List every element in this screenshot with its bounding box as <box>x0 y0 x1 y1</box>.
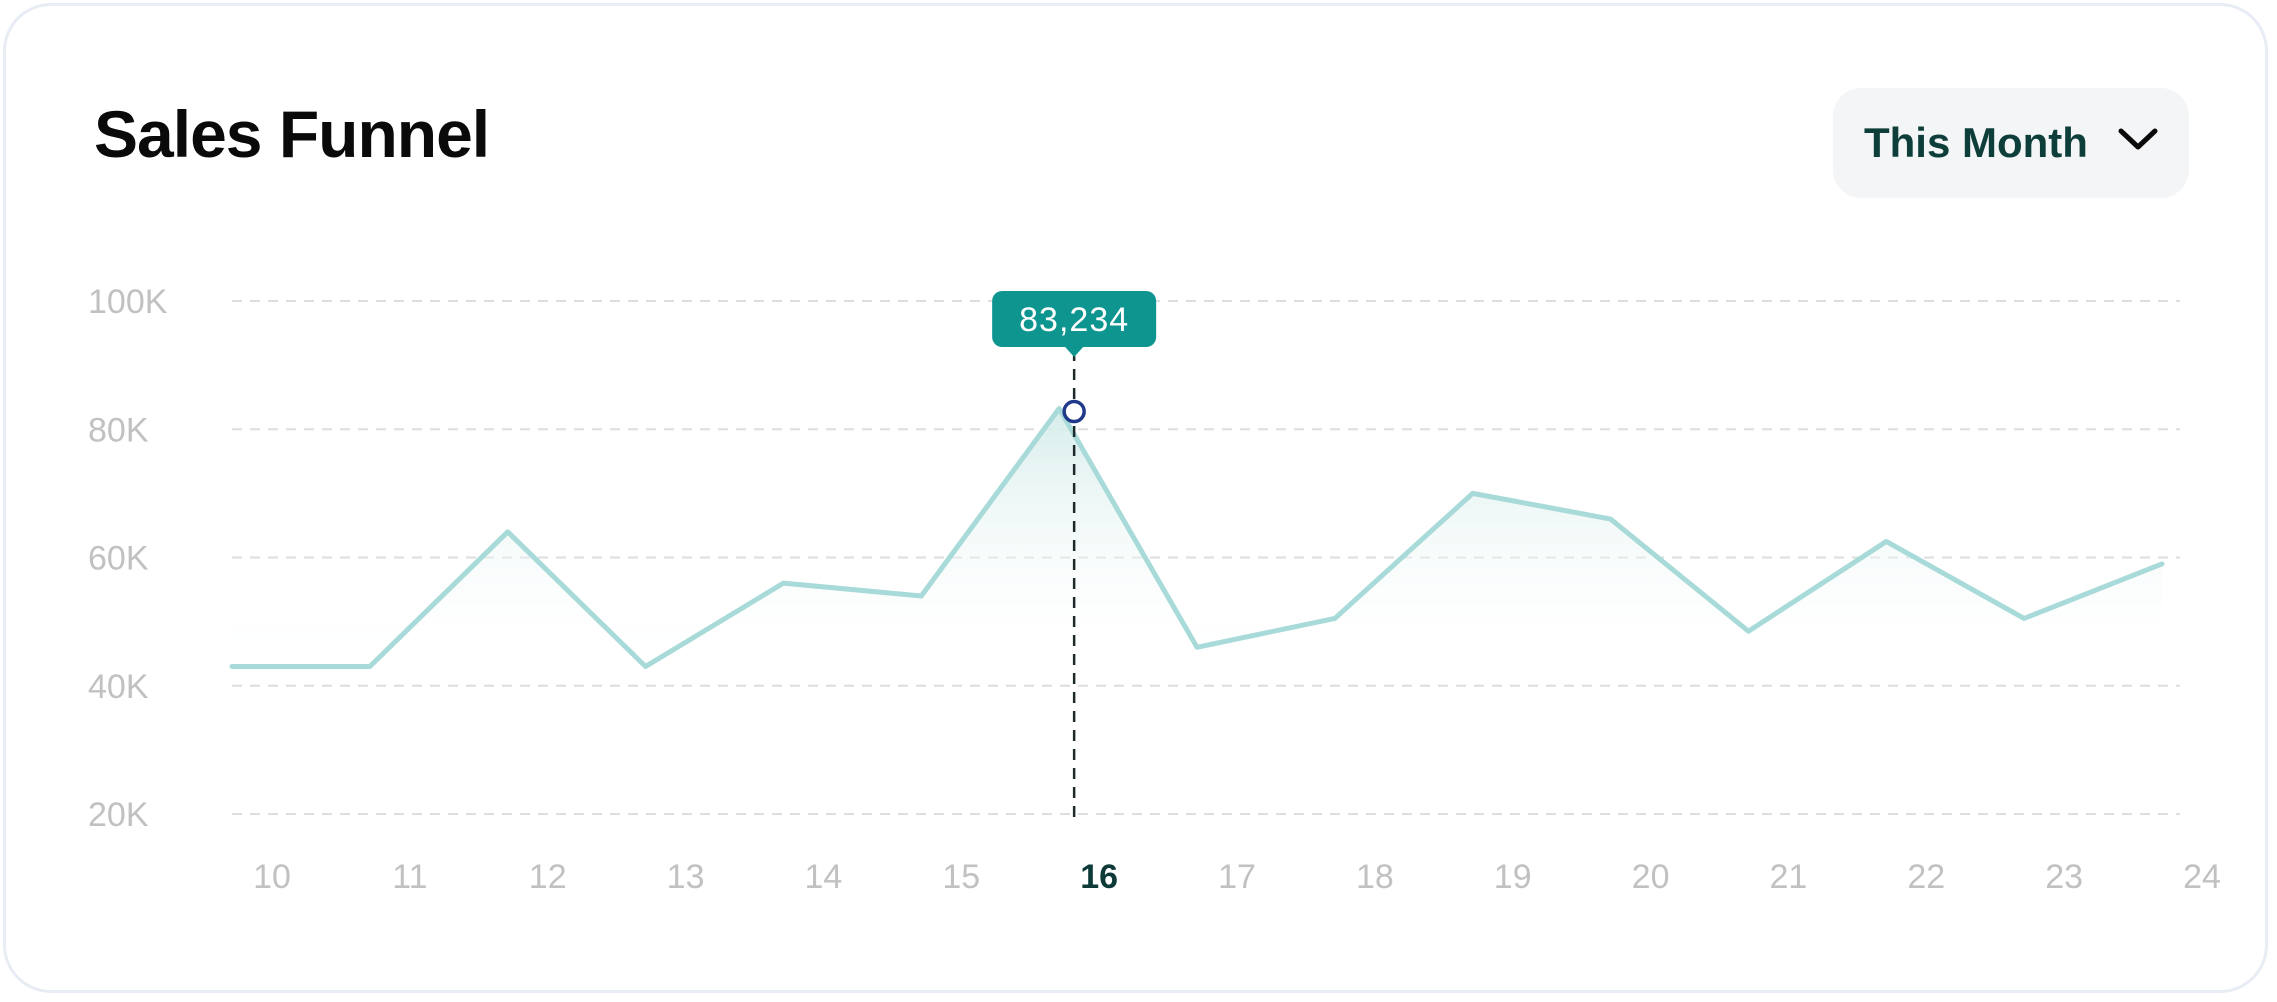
x-tick-label: 20 <box>1632 858 1670 896</box>
period-dropdown[interactable]: This Month <box>1833 88 2189 198</box>
tooltip-box <box>992 291 1157 347</box>
series-area <box>232 408 2162 667</box>
y-tick-label: 100K <box>88 283 168 321</box>
x-tick-label: 12 <box>529 858 567 896</box>
x-tick-label: 19 <box>1494 858 1532 896</box>
card-title: Sales Funnel <box>94 97 490 171</box>
x-tick-label: 23 <box>2045 858 2083 896</box>
sales-funnel-card: Sales Funnel This Month <box>3 3 2268 993</box>
x-tick-label: 14 <box>805 858 843 896</box>
x-tick-label: 17 <box>1218 858 1256 896</box>
x-tick-label: 18 <box>1356 858 1394 896</box>
tooltip-pointer <box>1065 347 1084 357</box>
chevron-down-icon <box>2118 128 2158 150</box>
period-dropdown-label: This Month <box>1864 119 2088 166</box>
x-tick-label: 21 <box>1770 858 1808 896</box>
x-tick-label: 11 <box>392 858 427 896</box>
x-tick-label: 24 <box>2183 858 2221 896</box>
x-tick-label: 10 <box>253 858 291 896</box>
highlight-point-marker <box>1062 399 1086 424</box>
x-tick-label: 13 <box>667 858 705 896</box>
x-tick-label: 22 <box>1907 858 1945 896</box>
x-tick-label: 15 <box>942 858 980 896</box>
y-tick-label: 60K <box>88 540 149 578</box>
y-tick-label: 80K <box>88 411 149 449</box>
x-tick-label-active: 16 <box>1080 858 1118 896</box>
y-tick-label: 20K <box>88 796 149 834</box>
y-tick-label: 40K <box>88 668 149 706</box>
tooltip-value: 83,234 <box>1019 301 1129 339</box>
series-line <box>229 406 2165 670</box>
